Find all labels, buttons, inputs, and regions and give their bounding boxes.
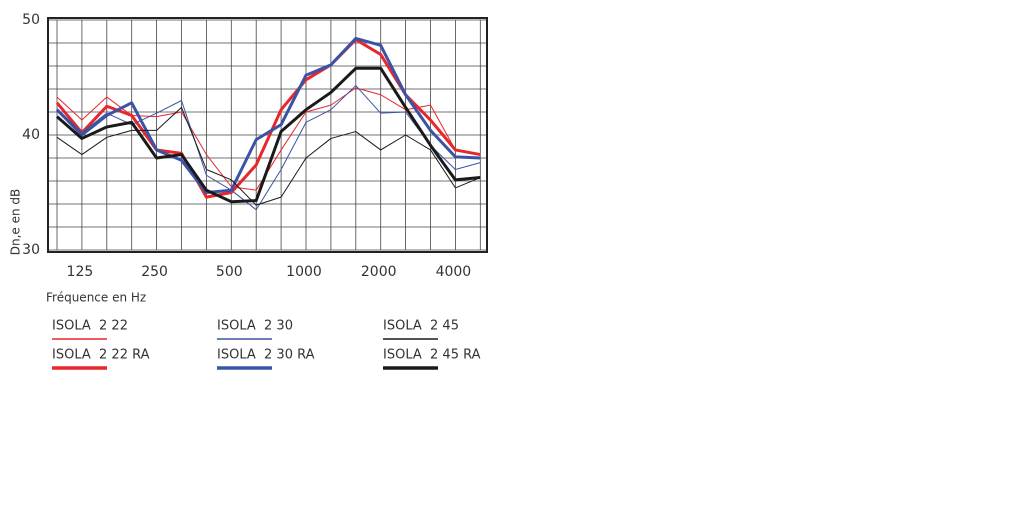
- x-tick-label: 125: [67, 264, 94, 280]
- x-tick-label: 500: [216, 264, 243, 280]
- x-axis-label: Fréquence en Hz: [46, 291, 146, 305]
- y-tick-label: 30: [22, 242, 40, 258]
- x-tick-label: 250: [141, 264, 168, 280]
- legend-label: ISOLA 2 45 RA: [383, 348, 481, 363]
- x-tick-label: 4000: [436, 264, 472, 280]
- series-line: [55, 38, 481, 199]
- y-axis-label: Dn,e en dB: [9, 189, 23, 256]
- series-line: [56, 106, 481, 206]
- plot-frame: [47, 17, 488, 253]
- legend-label: ISOLA 2 30 RA: [217, 348, 315, 363]
- x-tick-label: 1000: [286, 264, 322, 280]
- series-line: [56, 66, 481, 204]
- legend-label: ISOLA 2 22 RA: [52, 348, 150, 363]
- x-tick-label: 2000: [361, 264, 397, 280]
- y-tick-label: 40: [22, 127, 40, 143]
- legend-label: ISOLA 2 45: [383, 319, 459, 334]
- series-line: [55, 36, 481, 194]
- legend-label: ISOLA 2 22: [52, 319, 128, 334]
- legend-label: ISOLA 2 30: [217, 319, 293, 334]
- y-tick-label: 50: [22, 12, 40, 28]
